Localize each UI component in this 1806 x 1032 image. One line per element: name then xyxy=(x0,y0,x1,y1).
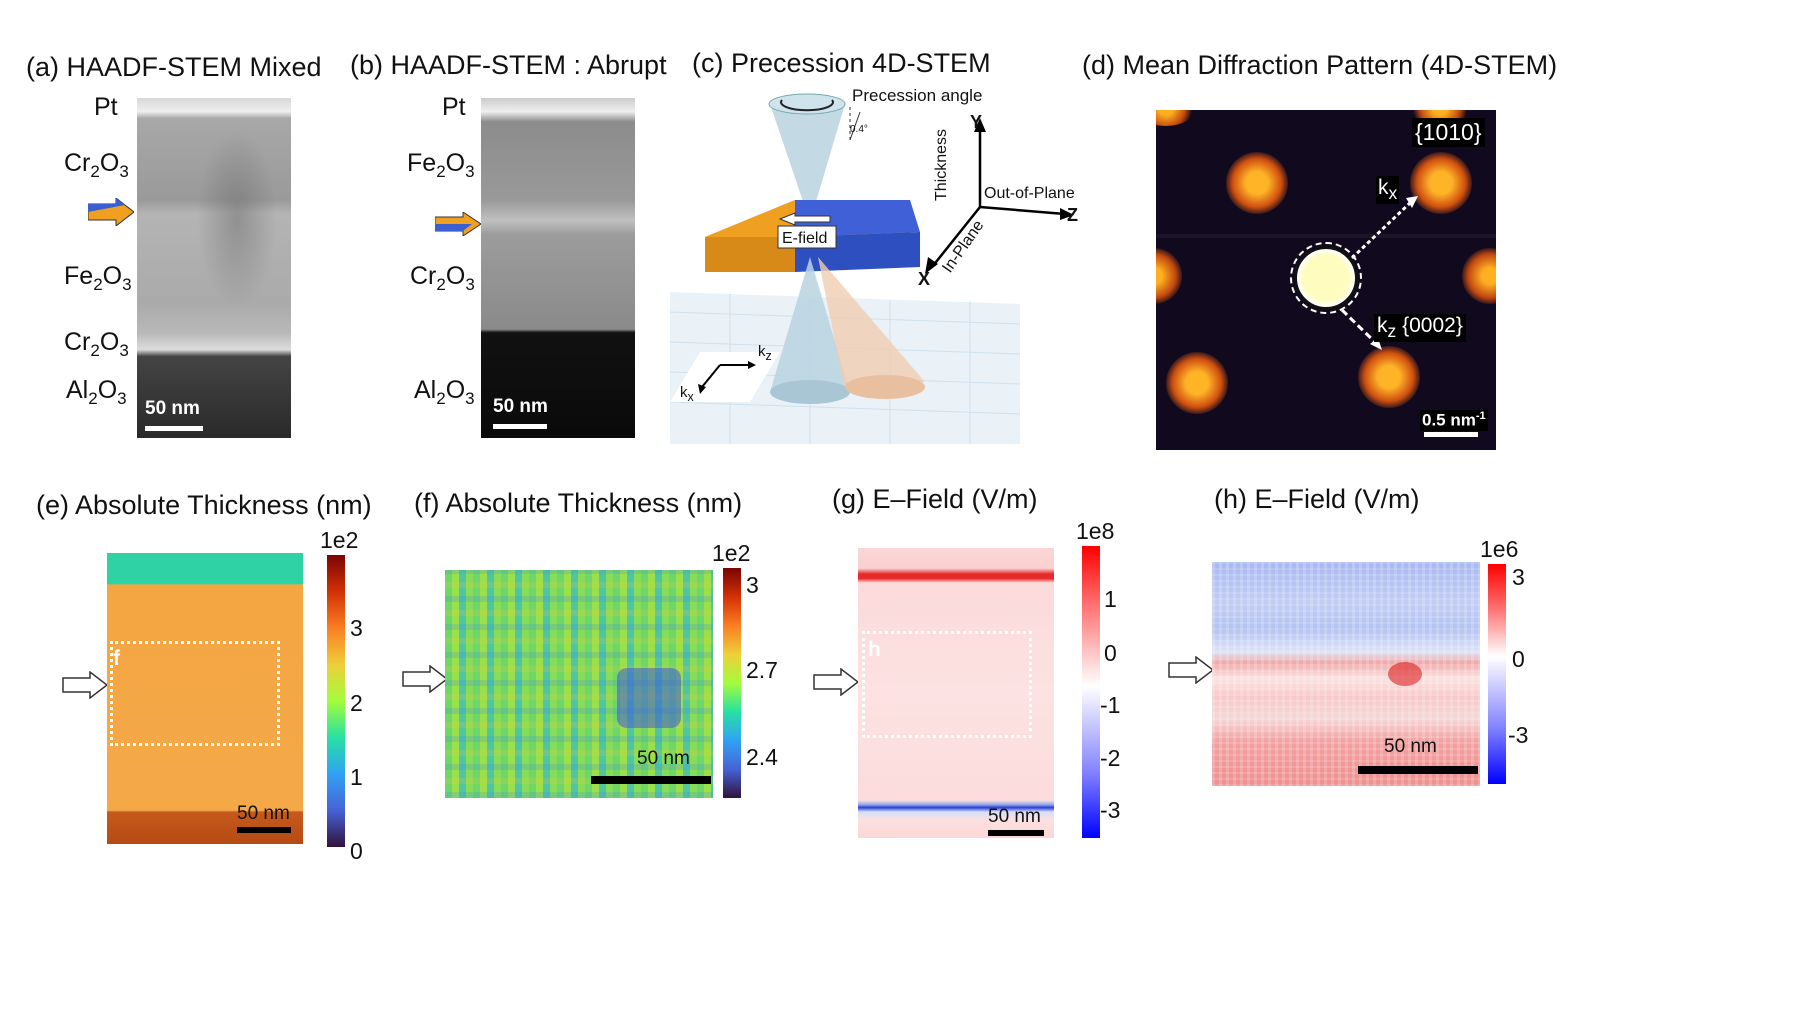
layer-al2o3: Al2O3 xyxy=(66,376,127,408)
panel-e-title: (e) Absolute Thickness (nm) xyxy=(36,490,372,520)
layer-cr2o3-top: Cr2O3 xyxy=(64,149,129,181)
cb-tick-h-0: 0 xyxy=(1512,646,1525,672)
axis-z-label: Z xyxy=(1067,205,1078,225)
cb-exp-f: 1e2 xyxy=(712,540,751,566)
panel-b-title: (b) HAADF-STEM : Abrupt xyxy=(350,50,667,80)
kx-label-d: kx xyxy=(1376,176,1400,205)
efield-map-g: h 50 nm xyxy=(858,548,1054,838)
cb-tick-f-3: 3 xyxy=(746,572,759,598)
thickness-axis-label: Thickness xyxy=(933,128,951,202)
layer-fe2o3-b: Fe2O3 xyxy=(407,149,475,181)
layer-al2o3-b: Al2O3 xyxy=(414,376,475,408)
left-arrow-f-icon xyxy=(402,665,448,693)
thickness-map-e: f 50 nm xyxy=(107,553,303,844)
scale-bar-d: 0.5 nm-1 xyxy=(1420,410,1488,431)
cb-tick-g-m1: -1 xyxy=(1100,692,1121,718)
panel-a-title: (a) HAADF-STEM Mixed xyxy=(26,52,322,82)
left-arrow-h-icon xyxy=(1168,656,1214,684)
layer-cr2o3-b: Cr2O3 xyxy=(410,262,475,294)
scale-bar-f: 50 nm xyxy=(637,748,690,769)
cb-tick-h-m3: -3 xyxy=(1508,722,1529,748)
box-label-f: f xyxy=(113,647,120,670)
panel-h-title: (h) E–Field (V/m) xyxy=(1214,484,1420,514)
left-arrow-g-icon xyxy=(813,668,859,696)
miller-index-top: {1010} xyxy=(1412,118,1485,147)
angle-value: 0.4° xyxy=(850,124,868,135)
cb-exp-g: 1e8 xyxy=(1076,518,1115,544)
panel-d-title: (d) Mean Diffraction Pattern (4D-STEM) xyxy=(1082,50,1558,80)
cb-tick-e-3: 3 xyxy=(350,615,363,641)
diffraction-pattern: {1010} kx kz {0002} 0.5 nm-1 xyxy=(1156,110,1496,450)
haadf-image-abrupt: 50 nm xyxy=(481,98,635,438)
layer-cr2o3-bottom: Cr2O3 xyxy=(64,328,129,360)
scale-bar-e: 50 nm xyxy=(237,803,291,833)
kz-miller-label: kz {0002} xyxy=(1374,314,1466,343)
out-of-plane-label: Out-of-Plane xyxy=(984,185,1075,202)
colorbar-f xyxy=(723,568,741,798)
cb-tick-h-3: 3 xyxy=(1512,564,1525,590)
left-arrow-e-icon xyxy=(62,671,108,699)
scale-bar-h: 50 nm xyxy=(1384,736,1437,757)
efield-map-h: 50 nm xyxy=(1212,562,1480,786)
cb-tick-g-0: 0 xyxy=(1104,640,1117,666)
kz-label-c: kz xyxy=(758,343,772,363)
axis-y-label: Y xyxy=(970,112,983,132)
layer-fe2o3: Fe2O3 xyxy=(64,262,132,294)
precession-schematic xyxy=(670,93,1074,444)
cb-exp-e: 1e2 xyxy=(320,527,359,553)
axis-x-label: X xyxy=(918,269,931,289)
interface-arrow-b-icon xyxy=(435,212,481,236)
cb-tick-g-m2: -2 xyxy=(1100,745,1121,771)
colorbar-h xyxy=(1488,564,1506,784)
panel-g-title: (g) E–Field (V/m) xyxy=(832,484,1038,514)
panel-c-title: (c) Precession 4D-STEM xyxy=(692,48,991,78)
efield-label: E-field xyxy=(782,230,828,247)
cb-tick-f-27: 2.7 xyxy=(746,657,778,683)
cb-tick-g-m3: -3 xyxy=(1100,797,1121,823)
box-label-h: h xyxy=(868,638,881,661)
colorbar-e xyxy=(327,555,345,847)
scale-bar-a: 50 nm xyxy=(145,398,203,431)
cb-tick-e-1: 1 xyxy=(350,764,363,790)
cb-tick-e-2: 2 xyxy=(350,690,363,716)
layer-pt: Pt xyxy=(94,93,118,121)
layer-pt-b: Pt xyxy=(442,93,466,121)
colorbar-g xyxy=(1082,546,1100,838)
region-box-h xyxy=(862,631,1032,738)
haadf-image-mixed: 50 nm xyxy=(137,98,291,438)
cb-tick-f-24: 2.4 xyxy=(746,744,778,770)
cb-tick-e-0: 0 xyxy=(350,838,363,864)
cb-exp-h: 1e6 xyxy=(1480,536,1519,562)
kx-label-c: kx xyxy=(680,384,694,404)
region-box-f xyxy=(110,641,280,746)
interface-arrow-icon xyxy=(88,198,134,226)
scale-bar-b: 50 nm xyxy=(493,396,548,429)
thickness-map-f: 50 nm xyxy=(445,570,713,798)
precession-angle-label: Precession angle xyxy=(852,86,983,105)
panel-f-title: (f) Absolute Thickness (nm) xyxy=(414,488,743,518)
cb-tick-g-1: 1 xyxy=(1104,586,1117,612)
scale-bar-g: 50 nm xyxy=(988,806,1044,836)
